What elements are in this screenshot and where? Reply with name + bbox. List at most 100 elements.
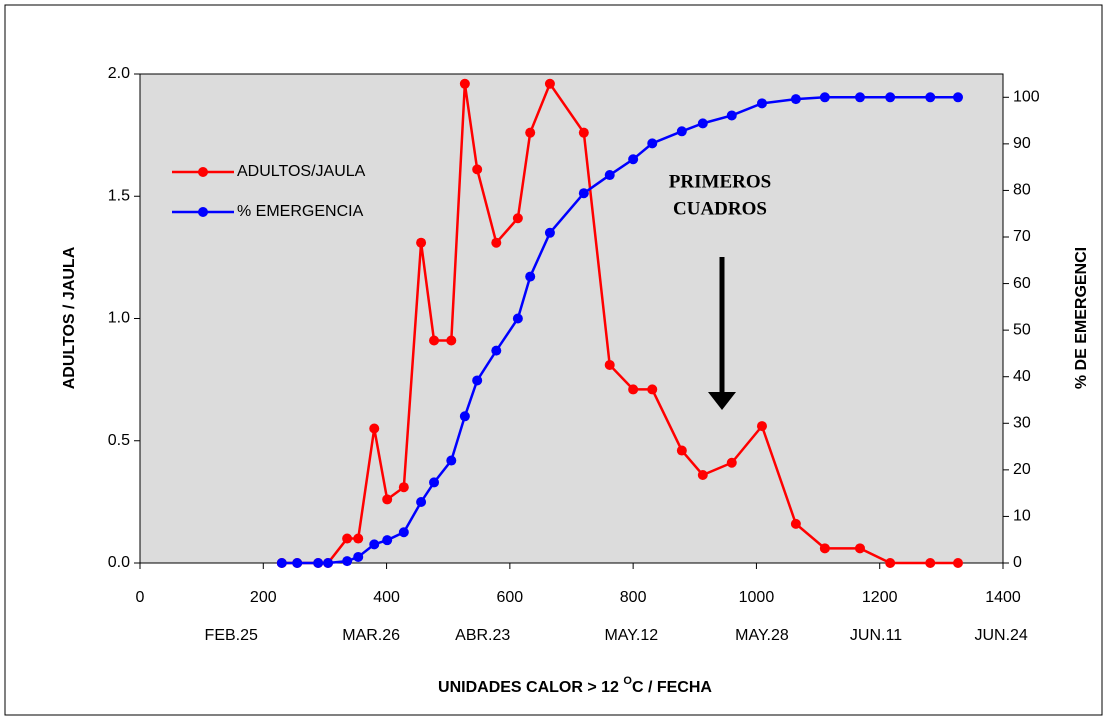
y-axis-label: ADULTOS / JAULA <box>61 246 78 389</box>
point <box>276 558 287 568</box>
point <box>429 335 440 346</box>
point <box>353 551 364 562</box>
point <box>313 558 324 568</box>
point <box>697 469 708 480</box>
point <box>604 170 615 181</box>
date-label: FEB.25 <box>205 627 258 644</box>
x-tick-label: 1200 <box>862 589 898 606</box>
y2-tick-label: 90 <box>1013 135 1031 152</box>
point <box>544 78 555 89</box>
point <box>790 94 801 105</box>
point <box>953 92 964 103</box>
point <box>398 527 409 538</box>
point <box>512 213 523 224</box>
y2-tick-label: 30 <box>1013 415 1031 432</box>
y-tick-label: 1.0 <box>108 310 130 327</box>
y-tick-label: 2.0 <box>108 65 130 82</box>
y-tick-label: 0.5 <box>108 432 130 449</box>
point <box>525 127 536 138</box>
arrow-head <box>708 392 736 410</box>
point <box>756 421 767 432</box>
point <box>604 359 615 370</box>
legend-marker <box>198 167 208 177</box>
point <box>697 118 708 129</box>
y2-tick-label: 80 <box>1013 182 1031 199</box>
point <box>544 227 555 238</box>
point <box>953 558 964 568</box>
y2-tick-label: 100 <box>1013 89 1040 106</box>
x-tick-label: 0 <box>136 589 145 606</box>
point <box>512 313 523 324</box>
point <box>790 518 801 529</box>
y2-axis-label: % DE EMERGENCI <box>1073 247 1090 389</box>
point <box>292 558 303 568</box>
point <box>756 98 767 109</box>
point <box>647 138 658 149</box>
date-label: MAR.26 <box>342 627 400 644</box>
point <box>578 127 589 138</box>
point <box>369 423 380 434</box>
legend-marker <box>198 207 208 217</box>
point <box>459 411 470 422</box>
point <box>472 375 483 386</box>
point <box>819 92 830 103</box>
x-tick-label: 400 <box>373 589 400 606</box>
point <box>925 92 936 103</box>
x-tick-label: 600 <box>497 589 524 606</box>
x-tick-label: 200 <box>250 589 277 606</box>
point <box>446 455 457 466</box>
point <box>885 92 896 103</box>
point <box>491 345 502 356</box>
point <box>369 539 380 550</box>
x-axis-label: UNIDADES CALOR > 12 OC / FECHA <box>438 675 712 696</box>
x-tick-label: 1400 <box>985 589 1021 606</box>
y2-tick-label: 70 <box>1013 228 1031 245</box>
x-tick-label: 800 <box>620 589 647 606</box>
point <box>885 558 896 568</box>
point <box>416 496 427 507</box>
date-label: JUN.11 <box>850 627 902 644</box>
point <box>323 558 334 568</box>
plot-area <box>139 73 1004 564</box>
point <box>459 78 470 89</box>
point <box>429 477 440 488</box>
y2-tick-label: 40 <box>1013 368 1031 385</box>
point <box>854 543 865 554</box>
point <box>578 188 589 199</box>
series-line <box>281 81 959 565</box>
y-tick-label: 0.0 <box>108 554 130 571</box>
y2-tick-label: 60 <box>1013 275 1031 292</box>
point <box>525 271 536 282</box>
point <box>819 543 830 554</box>
point <box>382 494 393 505</box>
annotation: PRIMEROS <box>669 171 771 192</box>
date-label: MAY.28 <box>735 627 789 644</box>
point <box>854 92 865 103</box>
y2-tick-label: 10 <box>1013 508 1031 525</box>
date-label: JUN.24 <box>974 627 1027 644</box>
legend-label: ADULTOS/JAULA <box>237 163 366 180</box>
point <box>676 445 687 456</box>
point <box>647 384 658 395</box>
y2-tick-label: 50 <box>1013 321 1031 338</box>
point <box>353 533 364 544</box>
annotation: CUADROS <box>673 198 767 219</box>
point <box>726 457 737 468</box>
point <box>416 237 427 248</box>
point <box>491 237 502 248</box>
point <box>628 154 639 165</box>
y2-tick-label: 0 <box>1013 554 1022 571</box>
point <box>726 110 737 121</box>
y2-tick-label: 20 <box>1013 461 1031 478</box>
y-tick-label: 1.5 <box>108 187 130 204</box>
point <box>925 558 936 568</box>
point <box>676 126 687 137</box>
date-label: ABR.23 <box>455 627 510 644</box>
point <box>398 482 409 493</box>
point <box>342 533 353 544</box>
point <box>382 535 393 546</box>
point <box>628 384 639 395</box>
x-tick-label: 1000 <box>739 589 775 606</box>
point <box>342 556 353 567</box>
